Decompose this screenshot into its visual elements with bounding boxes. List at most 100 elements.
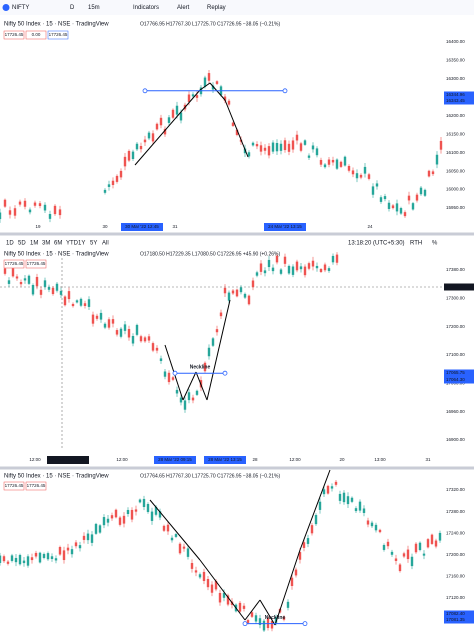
- candle-body: [218, 592, 222, 603]
- candle-body: [198, 574, 202, 578]
- candle-body: [183, 400, 187, 410]
- time-tag-text: 24 Mar '22 13:15: [268, 224, 302, 229]
- trend-line: [149, 499, 201, 561]
- candle-body: [422, 553, 426, 556]
- range-button[interactable]: All: [102, 241, 109, 247]
- candle-body: [79, 298, 83, 306]
- chart-panel: Neckline Nifty 50 Index · 15 · NSE · Trad…: [0, 469, 474, 633]
- candle-body: [107, 319, 111, 328]
- candle-body: [318, 501, 322, 510]
- candle-body: [18, 201, 22, 205]
- chart-panel: Nifty 50 Index · 15 · NSE · TradingView O…: [0, 15, 474, 232]
- ohlc: O17180.50 H17229.35 L17080.50 C17226.95 …: [140, 251, 280, 257]
- ohlc: O17764.65 H17767.30 L17725.70 C17726.95 …: [140, 473, 280, 479]
- range-button[interactable]: 1Y: [78, 241, 85, 247]
- candle-body: [143, 139, 147, 143]
- candle-body: [351, 170, 355, 175]
- candle-body: [35, 276, 39, 287]
- candle-body: [275, 142, 279, 152]
- price-axis: [444, 236, 474, 466]
- candle-body: [350, 497, 354, 502]
- time-label: 31: [425, 457, 431, 462]
- candle-body: [94, 523, 98, 534]
- candle-body: [390, 551, 394, 555]
- neckline-label: Neckline: [190, 365, 211, 371]
- replay[interactable]: Replay: [207, 5, 226, 11]
- indicators[interactable]: Indicators: [133, 5, 159, 11]
- range-button[interactable]: 5D: [18, 241, 26, 247]
- trend-line: [199, 82, 211, 91]
- candle-body: [331, 255, 335, 263]
- symbol[interactable]: NIFTY: [12, 5, 29, 11]
- candle-body: [14, 557, 18, 563]
- candle-body: [418, 542, 422, 551]
- candle-body: [339, 161, 343, 167]
- candle-body: [223, 287, 227, 294]
- candle-body: [159, 358, 163, 362]
- candle-body: [8, 210, 12, 215]
- candle-body: [166, 524, 170, 532]
- price-tag: [444, 376, 474, 384]
- candle-body: [267, 259, 271, 268]
- price-tag: [444, 283, 474, 291]
- range-button[interactable]: YTD: [66, 241, 79, 247]
- candle-body: [426, 539, 430, 548]
- candle-body: [34, 552, 38, 557]
- candle-body: [74, 542, 78, 547]
- candle-body: [302, 542, 306, 548]
- candle-body: [286, 601, 290, 608]
- price-box-text: 17726.45: [5, 261, 24, 266]
- price-label: 16300.00: [446, 76, 465, 81]
- candle-body: [98, 525, 102, 533]
- candle-body: [70, 549, 74, 555]
- candle-body: [39, 289, 43, 295]
- candle-body: [271, 142, 275, 152]
- chart-type[interactable]: D: [70, 5, 75, 11]
- candle-body: [395, 203, 399, 212]
- candle-body: [139, 145, 143, 150]
- candle-body: [270, 620, 274, 629]
- interval[interactable]: 15m: [88, 5, 100, 11]
- range-button[interactable]: 5Y: [90, 241, 97, 247]
- alert[interactable]: Alert: [177, 5, 190, 11]
- range-button[interactable]: 3M: [42, 241, 50, 247]
- candle-body: [58, 547, 62, 555]
- candle-body: [343, 156, 347, 166]
- price-tag: [444, 91, 474, 99]
- candle-body: [231, 290, 235, 294]
- candle-body: [127, 329, 131, 338]
- range-button[interactable]: 6M: [54, 241, 62, 247]
- candle-body: [203, 77, 207, 87]
- candle-body: [303, 140, 307, 145]
- candle-body: [326, 485, 330, 494]
- toolbar: [0, 0, 474, 15]
- candle-body: [10, 555, 14, 561]
- candle-body: [126, 509, 130, 515]
- price-box-text: 17726.45: [49, 32, 68, 37]
- candle-body: [18, 554, 22, 565]
- trend-line: [195, 371, 208, 401]
- candle-body: [222, 592, 226, 598]
- price-tag-text: 17342.60: [446, 284, 465, 289]
- price-box: [25, 481, 47, 491]
- candle-body: [13, 208, 17, 216]
- candle-body: [42, 553, 46, 558]
- time-tag: [47, 456, 89, 464]
- handle: [242, 621, 248, 627]
- candle-body: [374, 524, 378, 531]
- candle-body: [123, 324, 127, 331]
- candle-body: [335, 159, 339, 169]
- candle-body: [258, 618, 262, 625]
- time-tag-text: 30 Mar '22 12:45: [125, 224, 159, 229]
- range-button[interactable]: 1M: [30, 241, 38, 247]
- candle-body: [2, 556, 6, 562]
- range-button[interactable]: 1D: [6, 241, 14, 247]
- candle-body: [235, 289, 239, 297]
- price-box: [25, 30, 47, 40]
- candle-body: [83, 303, 87, 306]
- candle-body: [143, 337, 147, 342]
- candle-body: [238, 602, 242, 612]
- candle-body: [239, 287, 243, 293]
- time-label: 30: [102, 224, 108, 229]
